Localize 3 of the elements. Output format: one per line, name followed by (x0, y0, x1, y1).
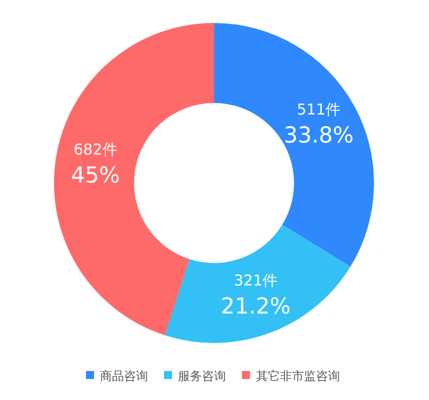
legend-label: 其它非市监咨询 (256, 369, 340, 383)
legend-label: 商品咨询 (100, 369, 148, 383)
legend-label: 服务咨询 (178, 369, 226, 383)
